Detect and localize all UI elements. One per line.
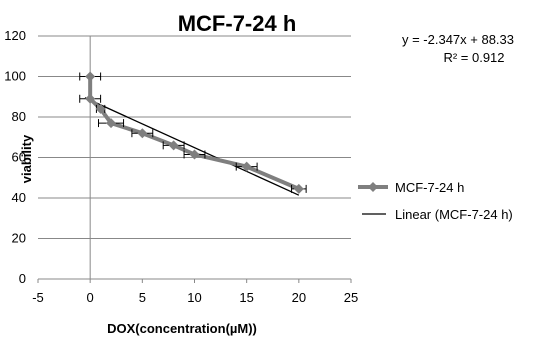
data-point-5	[168, 140, 179, 151]
trendline	[84, 97, 300, 196]
y-tick-label-6: 120	[4, 28, 26, 43]
legend: MCF-7-24 h Linear (MCF-7-24 h)	[358, 180, 513, 222]
data-point-3	[106, 118, 117, 129]
x-tick-label-5: 20	[292, 290, 306, 305]
r-squared-label: R² = 0.912	[443, 50, 504, 65]
series-line	[88, 76, 300, 191]
x-tick-label-4: 15	[239, 290, 253, 305]
legend-marker-data	[368, 182, 378, 192]
x-tick-label-6: 25	[344, 290, 358, 305]
legend-label-data: MCF-7-24 h	[395, 180, 464, 195]
y-axis-label: viability	[19, 134, 34, 183]
y-tick-label-1: 20	[12, 231, 26, 246]
y-tick-label-3: 60	[12, 150, 26, 165]
data-point-7	[241, 161, 252, 172]
axes	[37, 35, 352, 283]
series-layer	[79, 71, 307, 196]
tick-labels: 0 20 40 60 80 100 120 -5 0 5 10 15 20 25	[4, 28, 358, 305]
gridlines	[38, 35, 351, 239]
trendline-equation: y = -2.347x + 88.33	[402, 32, 514, 47]
x-axis-label: DOX(concentration(µM))	[107, 321, 257, 336]
data-point-1	[85, 93, 96, 104]
x-tick-label-2: 5	[139, 290, 146, 305]
y-tick-label-5: 100	[4, 69, 26, 84]
x-tick-label-1: 0	[87, 290, 94, 305]
y-tick-label-2: 40	[12, 190, 26, 205]
x-tick-label-0: -5	[32, 290, 44, 305]
data-point-8	[293, 183, 304, 194]
data-point-6	[189, 149, 200, 160]
legend-label-trend: Linear (MCF-7-24 h)	[395, 207, 513, 222]
data-point-2	[95, 103, 106, 114]
data-point-0	[85, 71, 96, 82]
data-point-4	[137, 128, 148, 139]
chart-title: MCF-7-24 h	[178, 11, 297, 36]
x-tick-label-3: 10	[187, 290, 201, 305]
y-tick-label-4: 80	[12, 109, 26, 124]
y-tick-label-0: 0	[19, 271, 26, 286]
